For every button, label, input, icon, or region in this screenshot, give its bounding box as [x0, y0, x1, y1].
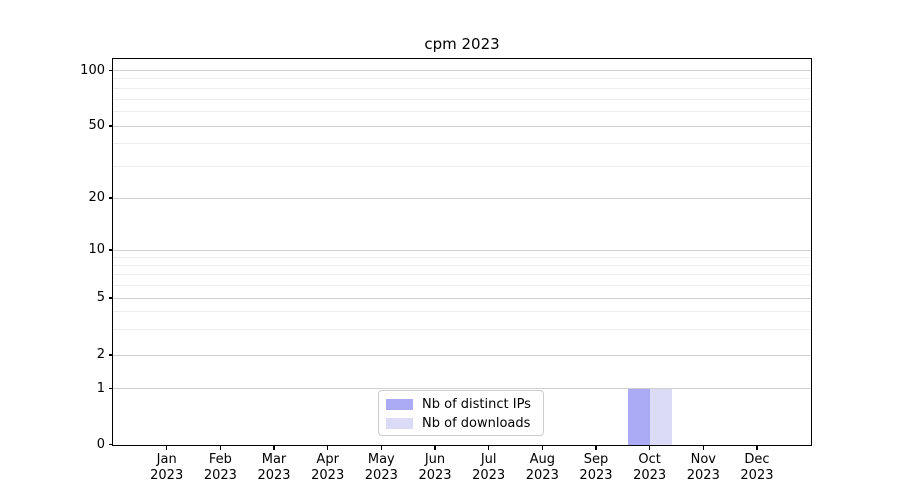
x-tick-year: 2023 [579, 467, 613, 483]
y-minor-gridline [113, 78, 811, 80]
y-minor-gridline [113, 110, 811, 112]
y-tick-mark [108, 297, 113, 299]
x-tick-mark [595, 445, 597, 450]
x-tick-year: 2023 [150, 467, 184, 483]
x-tick-year: 2023 [257, 467, 291, 483]
y-tick-label: 20 [88, 190, 105, 205]
x-tick-year: 2023 [686, 467, 720, 483]
y-minor-gridline [113, 284, 811, 286]
y-major-gridline [113, 197, 811, 199]
x-tick-year: 2023 [472, 467, 506, 483]
x-tick-label: Sep 2023 [568, 452, 624, 483]
legend-swatch-icon [386, 399, 413, 410]
x-tick-mark [219, 445, 221, 450]
x-tick-month: Aug [529, 452, 555, 467]
x-tick-month: Feb [208, 452, 232, 467]
y-minor-gridline [113, 329, 811, 331]
y-tick-mark [108, 387, 113, 390]
x-tick-mark [756, 445, 758, 450]
y-minor-gridline [113, 165, 811, 167]
legend-label: Nb of downloads [422, 416, 531, 431]
x-tick-month: Oct [638, 452, 661, 467]
x-tick-label: Jun 2023 [407, 452, 463, 483]
x-tick-mark [488, 445, 490, 450]
legend: Nb of distinct IPs Nb of downloads [378, 390, 544, 436]
x-tick-mark [166, 445, 168, 450]
x-tick-month: Apr [316, 452, 339, 467]
x-tick-mark [327, 445, 329, 450]
bar-distinct-ips [627, 388, 650, 445]
chart-title: cpm 2023 [424, 35, 500, 53]
x-tick-label: Dec 2023 [729, 452, 785, 483]
x-tick-year: 2023 [740, 467, 774, 483]
y-tick-mark [108, 354, 113, 356]
x-tick-label: Mar 2023 [246, 452, 302, 483]
x-tick-month: Sep [583, 452, 609, 467]
x-tick-label: May 2023 [353, 452, 409, 483]
x-tick-year: 2023 [418, 467, 452, 483]
y-tick-label: 5 [96, 290, 105, 305]
legend-label: Nb of distinct IPs [422, 397, 531, 412]
bar-downloads [649, 388, 672, 445]
y-tick-mark [108, 443, 113, 446]
y-minor-gridline [113, 256, 811, 258]
x-tick-month: May [367, 452, 395, 467]
y-minor-gridline [113, 264, 811, 266]
x-tick-label: Jan 2023 [139, 452, 195, 483]
y-major-gridline [113, 388, 811, 389]
x-tick-year: 2023 [633, 467, 667, 483]
y-tick-label: 2 [96, 347, 105, 362]
y-tick-mark [108, 249, 113, 251]
y-tick-mark [108, 125, 113, 127]
y-tick-mark [108, 69, 113, 72]
x-tick-year: 2023 [311, 467, 345, 483]
x-tick-month: Jun [424, 452, 446, 467]
x-tick-month: Nov [690, 452, 716, 467]
y-major-gridline [113, 125, 811, 127]
x-tick-month: Jul [480, 452, 497, 467]
y-major-gridline [113, 70, 811, 71]
y-minor-gridline [113, 98, 811, 100]
y-major-gridline [113, 354, 811, 356]
y-tick-label: 50 [88, 118, 105, 133]
y-minor-gridline [113, 87, 811, 89]
x-tick-month: Jan [156, 452, 177, 467]
x-tick-mark [273, 445, 275, 450]
legend-item: Nb of distinct IPs [386, 395, 535, 414]
x-tick-mark [702, 445, 704, 450]
y-major-gridline [113, 249, 811, 251]
x-tick-label: Nov 2023 [675, 452, 731, 483]
x-tick-label: Jul 2023 [461, 452, 517, 483]
x-tick-label: Feb 2023 [192, 452, 248, 483]
y-minor-gridline [113, 274, 811, 276]
y-tick-label: 10 [88, 242, 105, 257]
x-tick-month: Mar [261, 452, 287, 467]
y-major-gridline [113, 297, 811, 299]
x-tick-year: 2023 [364, 467, 398, 483]
x-tick-mark [434, 445, 436, 450]
y-minor-gridline [113, 311, 811, 313]
x-tick-label: Apr 2023 [300, 452, 356, 483]
y-tick-mark [108, 197, 113, 199]
y-tick-label: 1 [96, 380, 105, 396]
x-tick-mark [380, 445, 382, 450]
x-tick-mark [648, 445, 651, 450]
x-tick-year: 2023 [203, 467, 237, 483]
x-tick-mark [541, 445, 543, 450]
y-tick-label: 0 [96, 436, 105, 452]
legend-swatch-icon [386, 418, 413, 429]
x-tick-year: 2023 [525, 467, 559, 483]
x-tick-month: Dec [744, 452, 770, 467]
x-tick-label: Aug 2023 [514, 452, 570, 483]
legend-item: Nb of downloads [386, 414, 535, 433]
y-tick-label: 100 [80, 62, 105, 78]
y-minor-gridline [113, 143, 811, 145]
x-tick-label: Oct 2023 [622, 452, 678, 483]
